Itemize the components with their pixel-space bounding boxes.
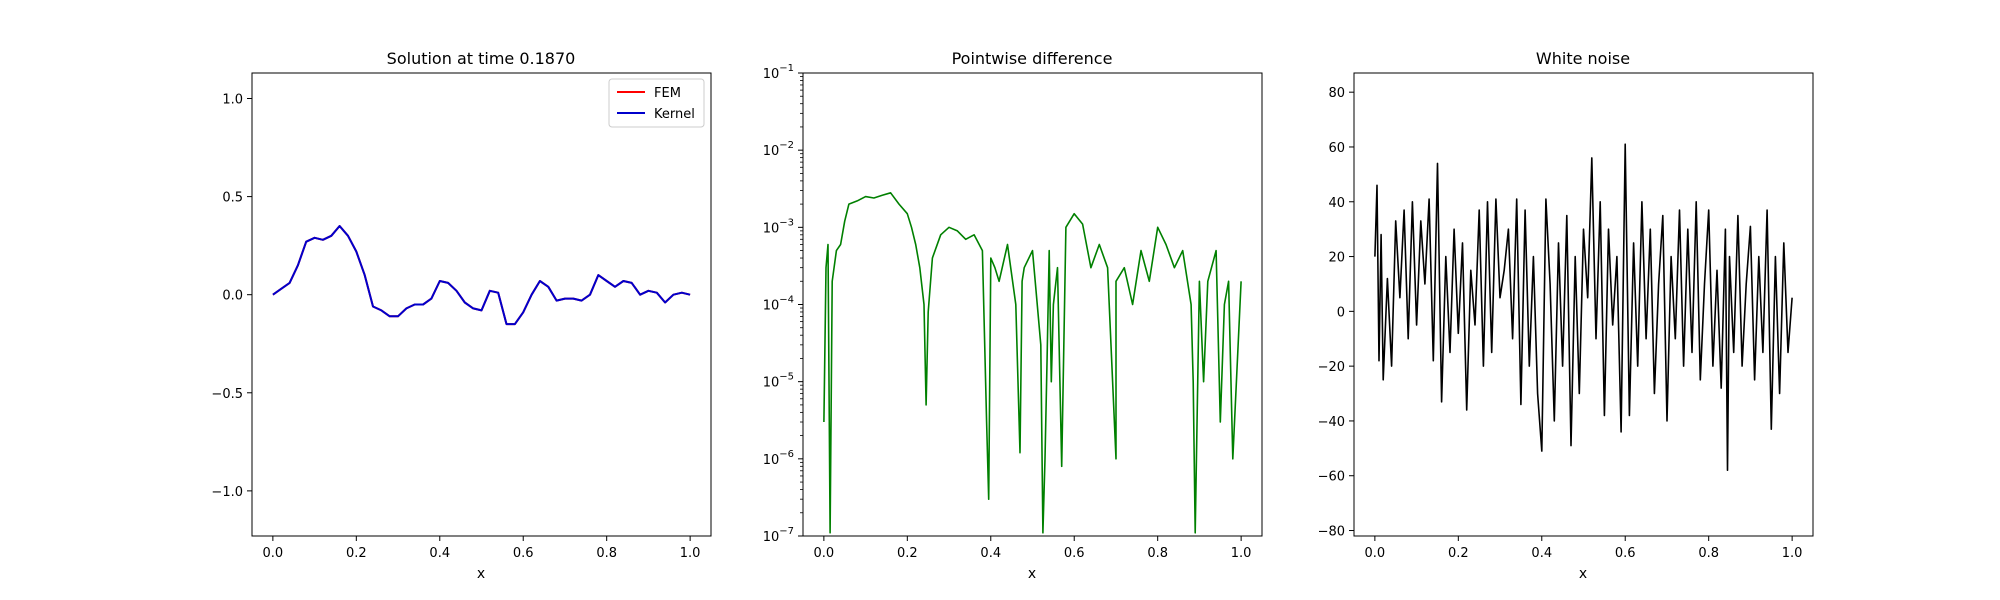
solution-y-tick-label: 0.5 — [222, 191, 243, 206]
solution-y-tick-label: 1.0 — [222, 93, 243, 108]
solution-x-tick-label: 0.2 — [346, 546, 367, 561]
difference-x-tick-label: 0.4 — [980, 546, 1001, 561]
noise-x-tick-label: 0.8 — [1698, 546, 1719, 561]
solution-x-tick-label: 1.0 — [680, 546, 701, 561]
noise-series-main-line — [1374, 143, 1793, 472]
legend-fem-label: FEM — [654, 86, 681, 101]
noise-panel: White noise 0.0 0.2 0.4 0.6 0.8 1.0 −80 −60 −40 −… — [1318, 49, 1814, 582]
solution-x-tick-label: 0.0 — [263, 546, 284, 561]
noise-x-tick-label: 0.4 — [1531, 546, 1552, 561]
solution-panel: Solution at time 0.1870 0.0 0.2 0.4 0.6 0.8 1… — [211, 49, 712, 582]
solution-title: Solution at time 0.1870 — [387, 49, 576, 68]
noise-y-tick-label: 80 — [1328, 86, 1345, 101]
solution-x-tick-label: 0.6 — [513, 546, 534, 561]
noise-y-tick-label: 0 — [1337, 305, 1345, 320]
solution-series-layer — [272, 225, 691, 326]
solution-ticks-layer: 0.0 0.2 0.4 0.6 0.8 1.0 −1.0 −0.5 0.0 0.5 1.0 — [211, 93, 700, 561]
noise-axes-frame — [1353, 72, 1814, 537]
difference-x-tick-label: 0.8 — [1147, 546, 1168, 561]
difference-series-main-line — [823, 192, 1242, 534]
noise-y-tick-label: 40 — [1328, 196, 1345, 211]
noise-y-tick-label: −40 — [1318, 415, 1345, 430]
solution-legend: FEM Kernel — [608, 78, 705, 128]
solution-x-axis-label: x — [477, 566, 485, 582]
difference-series-layer — [823, 192, 1242, 534]
noise-x-tick-label: 0.0 — [1365, 546, 1386, 561]
solution-x-tick-label: 0.8 — [596, 546, 617, 561]
noise-x-tick-label: 1.0 — [1782, 546, 1803, 561]
solution-x-tick-label: 0.4 — [429, 546, 450, 561]
noise-title: White noise — [1536, 49, 1630, 68]
noise-ticks-layer: 0.0 0.2 0.4 0.6 0.8 1.0 −80 −60 −40 −20 0 20 40 60 80 — [1318, 86, 1803, 561]
solution-axes-frame — [251, 72, 712, 537]
noise-x-tick-label: 0.2 — [1448, 546, 1469, 561]
noise-y-tick-label: 20 — [1328, 251, 1345, 266]
noise-y-tick-label: −80 — [1318, 525, 1345, 540]
noise-x-tick-label: 0.6 — [1615, 546, 1636, 561]
difference-x-tick-label: 0.0 — [814, 546, 835, 561]
noise-x-axis-label: x — [1579, 566, 1587, 582]
solution-y-tick-label: 0.0 — [222, 289, 243, 304]
solution-y-tick-label: −1.0 — [211, 485, 243, 500]
difference-x-axis-label: x — [1028, 566, 1036, 582]
difference-title: Pointwise difference — [952, 49, 1113, 68]
noise-y-tick-label: −20 — [1318, 360, 1345, 375]
difference-x-tick-label: 1.0 — [1231, 546, 1252, 561]
difference-x-tick-label: 0.6 — [1064, 546, 1085, 561]
noise-y-tick-label: 60 — [1328, 141, 1345, 156]
legend-kernel-label: Kernel — [654, 107, 695, 122]
solution-series-kernel-line — [272, 225, 691, 326]
noise-series-layer — [1374, 143, 1793, 472]
difference-x-tick-label: 0.2 — [897, 546, 918, 561]
noise-y-tick-label: −60 — [1318, 470, 1345, 485]
solution-y-tick-label: −0.5 — [211, 387, 243, 402]
